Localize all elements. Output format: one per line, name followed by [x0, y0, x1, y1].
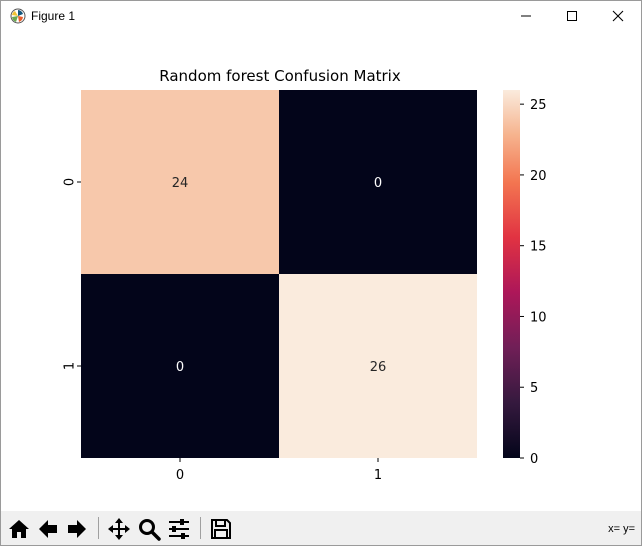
zoom-button[interactable] [135, 515, 163, 543]
chart-title: Random forest Confusion Matrix [159, 67, 401, 85]
heatmap-cell-r1-c0 [81, 274, 279, 458]
cell-annotation: 24 [172, 176, 189, 191]
minimize-icon [521, 15, 531, 17]
home-button[interactable] [5, 515, 33, 543]
magnifier-icon [139, 519, 161, 541]
colorbar [503, 90, 520, 458]
arrow-right-icon [68, 520, 86, 538]
window-title: Figure 1 [31, 9, 76, 23]
configure-subplots-button[interactable] [165, 515, 193, 543]
heatmap-cell-r0-c0 [81, 90, 279, 274]
cursor-coordinates: x= y= [608, 523, 635, 535]
forward-button[interactable] [63, 515, 91, 543]
x-tick-label: 0 [176, 468, 184, 483]
title-bar[interactable]: Figure 1 [1, 1, 641, 31]
save-button[interactable] [207, 515, 235, 543]
minimize-button[interactable] [503, 1, 549, 31]
cell-annotation: 26 [370, 360, 387, 375]
colorbar-tick-label: 10 [530, 310, 547, 325]
sliders-icon [169, 519, 189, 539]
figure-canvas[interactable]: Random forest Confusion Matrix 24 0 0 26 0 1… [1, 31, 641, 511]
colorbar-tick-label: 20 [530, 169, 547, 184]
close-button[interactable] [595, 1, 641, 31]
y-tick-label: 0 [63, 178, 78, 186]
heatmap-cell-r0-c1 [279, 90, 477, 274]
arrow-left-icon [39, 520, 57, 538]
colorbar-tick-label: 5 [530, 381, 538, 396]
close-icon [612, 10, 624, 22]
navigation-toolbar: x= y= [1, 511, 641, 545]
maximize-button[interactable] [549, 1, 595, 31]
floppy-disk-icon [211, 519, 231, 539]
colorbar-tick-label: 15 [530, 240, 547, 255]
colorbar-tick-label: 25 [530, 98, 547, 113]
cell-annotation: 0 [176, 360, 184, 375]
back-button[interactable] [34, 515, 62, 543]
pan-button[interactable] [105, 515, 133, 543]
matplotlib-icon [10, 8, 26, 24]
x-tick-label: 1 [374, 468, 382, 483]
y-tick-label: 1 [63, 362, 78, 370]
confusion-matrix-chart: Random forest Confusion Matrix 24 0 0 26 0 1… [63, 67, 547, 483]
toolbar-separator [200, 517, 201, 539]
home-icon [9, 520, 29, 538]
toolbar-separator [98, 517, 99, 539]
maximize-icon [567, 11, 577, 21]
heatmap-cell-r1-c1 [279, 274, 477, 458]
colorbar-tick-label: 0 [530, 452, 538, 467]
move-icon [108, 518, 130, 540]
cell-annotation: 0 [374, 176, 382, 191]
